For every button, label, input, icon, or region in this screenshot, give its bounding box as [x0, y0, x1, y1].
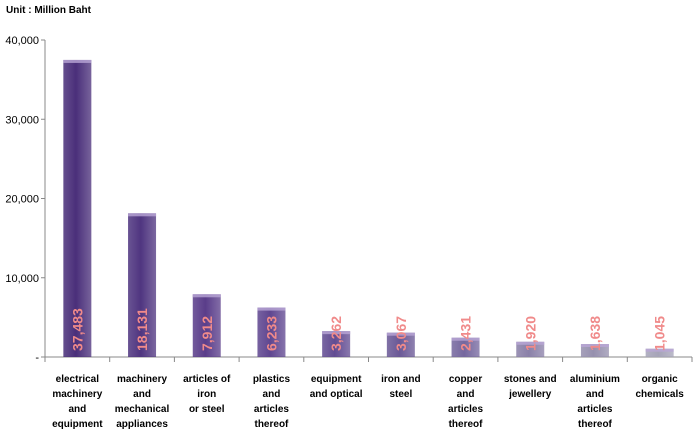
x-tick-label-line: aluminium [569, 374, 620, 385]
bar-top-cap [580, 344, 609, 348]
x-tick-label-line: and [133, 389, 151, 400]
x-tick-label-line: thereof [577, 419, 612, 430]
data-label: 3,262 [328, 316, 344, 351]
data-label: 18,131 [134, 308, 150, 351]
x-tick-label-line: machinery [117, 374, 168, 385]
data-label: 7,912 [199, 316, 215, 351]
x-tick-label-line: and [68, 404, 87, 415]
bar-top-cap [257, 307, 286, 311]
x-tick-label: equipment and optical [304, 372, 368, 402]
x-tick-label-line: articles of [183, 374, 231, 385]
x-tick-label: electrical machinery and equipment [45, 372, 109, 432]
bar-top-cap [386, 332, 415, 336]
x-tick-label: iron and steel [369, 372, 433, 402]
data-label: 1,920 [522, 316, 538, 351]
x-tick-label: articles of iron or steel [175, 372, 239, 417]
x-tick-label-line: thereof [254, 419, 289, 430]
bars [63, 59, 674, 357]
x-tick-label-line: stones and [503, 374, 557, 385]
x-tick-label-line: articles [577, 404, 613, 415]
bar-top-cap [645, 348, 674, 352]
data-label: 1,638 [587, 316, 603, 351]
x-tick-label: aluminium and articles thereof [563, 372, 627, 432]
bar [645, 348, 674, 357]
bar [386, 332, 415, 357]
x-tick-label: stones and jewellery [498, 372, 562, 402]
x-tick-label-line: equipment [52, 419, 103, 430]
x-tick-label: organic chemicals [628, 372, 692, 402]
x-tick-label-line: chemicals [635, 389, 684, 400]
x-tick-label-line: copper [448, 374, 483, 385]
bar [192, 294, 221, 357]
bar-top-cap [63, 59, 92, 63]
bar-top-cap [322, 331, 351, 335]
x-tick-label-line: articles [253, 404, 289, 415]
bar [63, 59, 92, 357]
x-tick-label-line: jewellery [509, 389, 552, 400]
x-tick-label-line: appliances [116, 419, 168, 430]
y-tick-label: 30,000 [5, 114, 39, 126]
y-tick-label: 40,000 [5, 35, 39, 47]
bar-top-cap [451, 337, 480, 341]
x-tick-label: copper and articles thereof [434, 372, 498, 432]
bar-top-cap [516, 341, 545, 345]
value-labels: 37,483 18,131 7,912 6,233 3,262 3,067 2,431 1,9… [69, 308, 667, 351]
x-tick-label-line: and [456, 389, 475, 400]
x-tick-label-line: mechanical [114, 404, 170, 415]
data-label: 1,045 [652, 316, 668, 351]
y-tick-label: - [35, 352, 39, 364]
x-tick-label-line: electrical [55, 374, 100, 385]
x-tick-label-line: equipment [310, 374, 362, 385]
bar [128, 213, 157, 357]
bar [451, 337, 480, 357]
x-tick-label-line: and optical [309, 389, 363, 400]
bar [516, 341, 545, 357]
x-tick-label-line: iron and steel [381, 374, 421, 400]
x-tick-label-line: machinery [52, 389, 103, 400]
y-tick-label: 10,000 [5, 273, 39, 285]
x-tick-label-line: and [262, 389, 281, 400]
data-label: 2,431 [458, 316, 474, 351]
bar-top-cap [128, 213, 157, 217]
axes: - 10,000 20,000 30,000 40,000 [5, 35, 693, 364]
x-tick-label-line: and [586, 389, 604, 400]
x-tick-label-line: or steel [188, 404, 225, 415]
y-tick-label: 20,000 [5, 194, 39, 206]
bar-top-cap [192, 294, 221, 298]
x-tick-label-line: iron [197, 389, 217, 400]
bar [580, 344, 609, 357]
x-tick-label-line: thereof [448, 419, 483, 430]
x-tick-label: plastics and articles thereof [239, 372, 303, 432]
x-tick-label-line: articles [448, 404, 484, 415]
x-tick-label: machinery and mechanical appliances [110, 372, 174, 432]
bar [322, 331, 351, 357]
bar [257, 307, 286, 357]
unit-label: Unit : Million Baht [6, 5, 91, 16]
data-label: 3,067 [393, 316, 409, 351]
x-tick-label-line: plastics [252, 374, 291, 385]
data-label: 37,483 [69, 308, 85, 351]
data-label: 6,233 [263, 316, 279, 351]
x-tick-label-line: organic [641, 374, 678, 385]
